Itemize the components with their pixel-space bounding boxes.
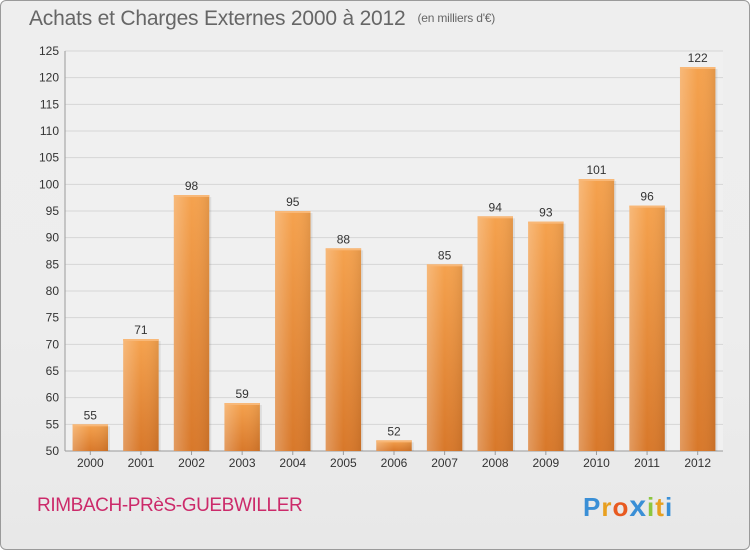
y-tick-label: 75 [46, 311, 60, 325]
x-tick-label: 2007 [431, 456, 458, 470]
data-label: 94 [489, 200, 503, 214]
proxiti-logo: Proxiti [583, 490, 673, 523]
y-tick-label: 50 [46, 444, 60, 458]
data-label: 122 [688, 51, 708, 65]
data-label: 55 [84, 408, 98, 422]
bar-highlight [123, 339, 159, 451]
grid-layer [65, 50, 723, 452]
bar-cap [528, 221, 564, 224]
data-label: 88 [337, 232, 351, 246]
bar-chart: 50 55 60 65 70 75 80 85 90 95 100 105 110 115 120 125 5… [39, 44, 723, 470]
y-tick-label: 85 [46, 257, 60, 271]
bar-highlight [376, 440, 412, 451]
bar-cap [275, 211, 311, 213]
data-label: 98 [185, 179, 199, 193]
y-tick-label: 105 [39, 151, 59, 165]
bar-cap [629, 205, 665, 208]
y-tick-label: 70 [46, 337, 60, 351]
x-tick-label: 2000 [77, 456, 104, 470]
x-tick-label: 2005 [330, 456, 357, 470]
x-tick-label: 2001 [128, 456, 155, 470]
y-tick-label: 115 [40, 97, 59, 111]
y-tick-label: 95 [46, 204, 60, 218]
bar-cap [325, 248, 362, 251]
commune-name: RIMBACH-PRèS-GUEBWILLER [37, 495, 303, 516]
chart-title: Achats et Charges Externes 2000 à 2012 (e… [29, 7, 495, 31]
x-tick-label: 2004 [279, 456, 306, 470]
data-label: 85 [438, 248, 452, 262]
bar-cap [376, 440, 412, 443]
label-layer: 55 2000 71 2001 98 2002 59 2003 95 2004 88 2005 52 20… [77, 51, 711, 470]
bar-highlight [173, 195, 210, 451]
bar-highlight [679, 67, 716, 451]
plot-area [65, 51, 723, 451]
bar-cap [477, 216, 513, 219]
chart-title-text: Achats et Charges Externes 2000 à 2012 [29, 7, 406, 30]
data-label: 71 [134, 323, 148, 337]
svg-text:Proxiti: Proxiti [583, 490, 673, 523]
x-tick-label: 2009 [532, 456, 559, 470]
x-tick-label: 2012 [684, 456, 711, 470]
data-label: 95 [286, 195, 300, 209]
bar-highlight [528, 221, 564, 451]
bar-highlight [426, 264, 463, 451]
bar-cap [72, 424, 109, 427]
bar-highlight [275, 211, 311, 451]
bar-highlight [72, 424, 109, 451]
x-tick-label: 2011 [634, 456, 660, 470]
x-tick-label: 2006 [381, 456, 408, 470]
bar-cap [224, 403, 260, 405]
y-tick-label: 60 [46, 391, 60, 405]
bar-highlight [578, 179, 615, 451]
data-label: 96 [640, 190, 654, 204]
data-label: 101 [586, 163, 606, 177]
data-label: 59 [235, 387, 249, 401]
y-tick-label: 120 [39, 71, 59, 85]
bar-highlight [629, 205, 665, 451]
y-tick-label: 125 [39, 44, 59, 58]
y-tick-label: 65 [46, 364, 60, 378]
bar-highlight [477, 216, 513, 451]
data-label: 52 [387, 424, 401, 438]
bar-cap [173, 195, 210, 197]
x-tick-label: 2008 [482, 456, 509, 470]
bar-highlight [224, 403, 260, 451]
bar-cap [123, 339, 159, 341]
y-tick-label: 90 [46, 231, 60, 245]
bar-highlight [325, 248, 362, 451]
bar-layer [72, 67, 718, 451]
chart-subtitle: (en milliers d'€) [417, 11, 496, 25]
y-tick-label: 100 [39, 177, 59, 191]
x-tick-label: 2003 [229, 456, 256, 470]
y-tick-label: 80 [46, 284, 60, 298]
x-tick-label: 2002 [178, 456, 205, 470]
bar-cap [426, 264, 463, 267]
y-tick-label: 55 [46, 417, 60, 431]
x-tick-label: 2010 [583, 456, 610, 470]
bar-cap [578, 179, 615, 181]
data-label: 93 [539, 206, 553, 220]
y-tick-label: 110 [40, 124, 59, 138]
bar-cap [679, 67, 716, 69]
